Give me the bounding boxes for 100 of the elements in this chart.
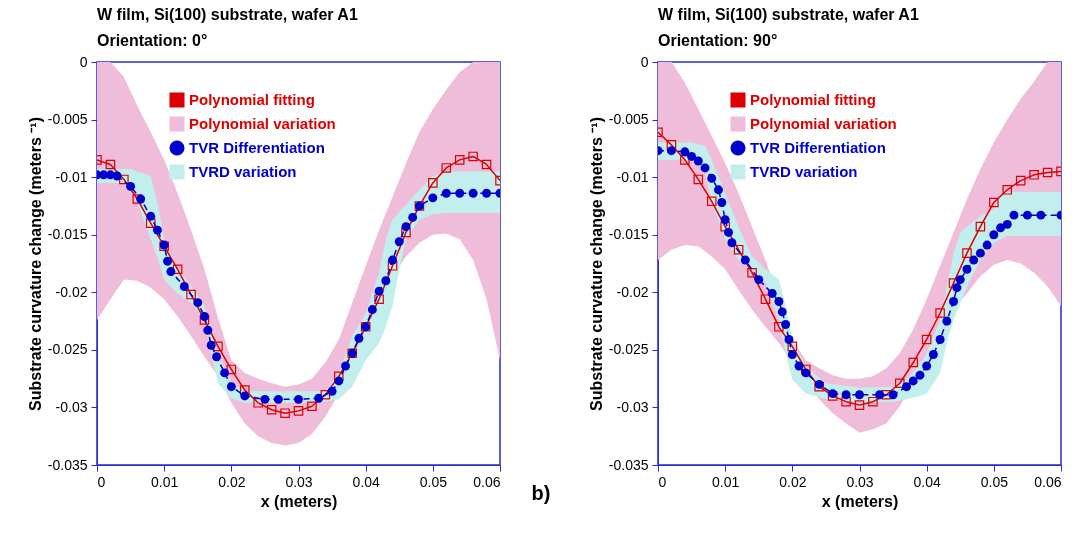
- point: [774, 322, 784, 332]
- point: [955, 275, 965, 285]
- legend-label: Polynomial fitting: [189, 91, 315, 108]
- point: [895, 378, 905, 389]
- x-tick-label: 0.06: [1034, 473, 1062, 490]
- point: [226, 364, 237, 375]
- point: [186, 289, 196, 300]
- point: [935, 335, 945, 344]
- point: [213, 341, 223, 352]
- point: [293, 406, 304, 416]
- point: [314, 393, 324, 403]
- point: [787, 341, 798, 352]
- point: [327, 386, 337, 396]
- point: [700, 163, 710, 173]
- y-tick-label: -0.025: [608, 341, 649, 358]
- point: [952, 283, 962, 293]
- y-tick-label: -0.035: [47, 456, 88, 473]
- point: [112, 171, 122, 181]
- legend-label: Polynomial variation: [750, 115, 897, 132]
- point: [454, 155, 465, 165]
- point: [915, 370, 925, 380]
- point: [787, 350, 797, 359]
- x-axis-title: x (meters): [260, 492, 338, 510]
- x-tick-label: 0.05: [419, 473, 448, 490]
- point: [975, 221, 986, 232]
- point: [996, 223, 1006, 233]
- point: [334, 371, 344, 382]
- legend-label: TVRD variation: [750, 163, 858, 180]
- y-tick-label: 0: [79, 53, 88, 70]
- point: [334, 376, 344, 386]
- x-tick-label: 0.03: [285, 473, 313, 490]
- y-tick-label: -0.02: [616, 283, 649, 300]
- point: [922, 361, 932, 371]
- point: [441, 163, 452, 173]
- point: [942, 316, 952, 326]
- point: [145, 218, 156, 228]
- point: [747, 267, 757, 278]
- point: [266, 404, 277, 415]
- x-tick-label: 0.01: [151, 473, 179, 490]
- x-axis-title: x (meters): [821, 492, 899, 510]
- point: [172, 264, 183, 275]
- point: [320, 389, 331, 400]
- y-tick-label: -0.035: [608, 456, 649, 473]
- point: [989, 230, 999, 240]
- point: [982, 240, 992, 250]
- point: [388, 255, 398, 265]
- point: [105, 159, 116, 170]
- point: [841, 390, 851, 400]
- point: [720, 215, 730, 225]
- point: [801, 368, 811, 378]
- point: [902, 382, 911, 392]
- point: [408, 212, 418, 222]
- point: [179, 282, 189, 291]
- point: [868, 396, 878, 407]
- chart-title: W film, Si(100) substrate, wafer A1: [97, 6, 358, 23]
- point: [908, 357, 919, 368]
- point: [1042, 167, 1053, 178]
- point: [962, 264, 972, 274]
- point: [693, 174, 704, 185]
- point: [1029, 170, 1039, 180]
- y-tick-label: -0.015: [47, 226, 88, 243]
- y-tick-label: -0.01: [55, 168, 88, 185]
- legend-label: TVR Differentiation: [189, 139, 325, 156]
- point: [928, 350, 938, 359]
- point: [935, 308, 945, 318]
- x-tick-label: 0: [658, 473, 667, 490]
- point: [354, 333, 364, 343]
- chart-subtitle: Orientation: 0°: [97, 32, 208, 49]
- y-tick-label: -0.01: [616, 168, 649, 185]
- point: [707, 173, 717, 183]
- y-tick-label: -0.03: [55, 398, 88, 415]
- point: [206, 340, 216, 350]
- point: [962, 248, 972, 258]
- point: [193, 298, 203, 308]
- point: [401, 222, 411, 232]
- point: [280, 408, 290, 418]
- point: [260, 394, 270, 404]
- point: [220, 368, 230, 378]
- point: [781, 320, 791, 329]
- point: [680, 147, 690, 157]
- x-tick-label: 0.01: [712, 473, 740, 490]
- point: [132, 194, 143, 204]
- point: [146, 211, 156, 221]
- point: [774, 297, 784, 306]
- point: [713, 185, 723, 195]
- point: [733, 244, 744, 255]
- point: [727, 238, 737, 248]
- point: [166, 267, 176, 277]
- legend-label: Polynomial variation: [189, 115, 336, 132]
- chart-title: W film, Si(100) substrate, wafer A1: [658, 6, 919, 23]
- point: [1002, 185, 1013, 195]
- point: [908, 376, 918, 386]
- point: [784, 335, 794, 344]
- point: [888, 390, 898, 400]
- point: [706, 196, 717, 207]
- point: [482, 188, 492, 198]
- point: [341, 361, 350, 371]
- point: [481, 159, 492, 170]
- point: [136, 194, 146, 204]
- point: [428, 193, 438, 203]
